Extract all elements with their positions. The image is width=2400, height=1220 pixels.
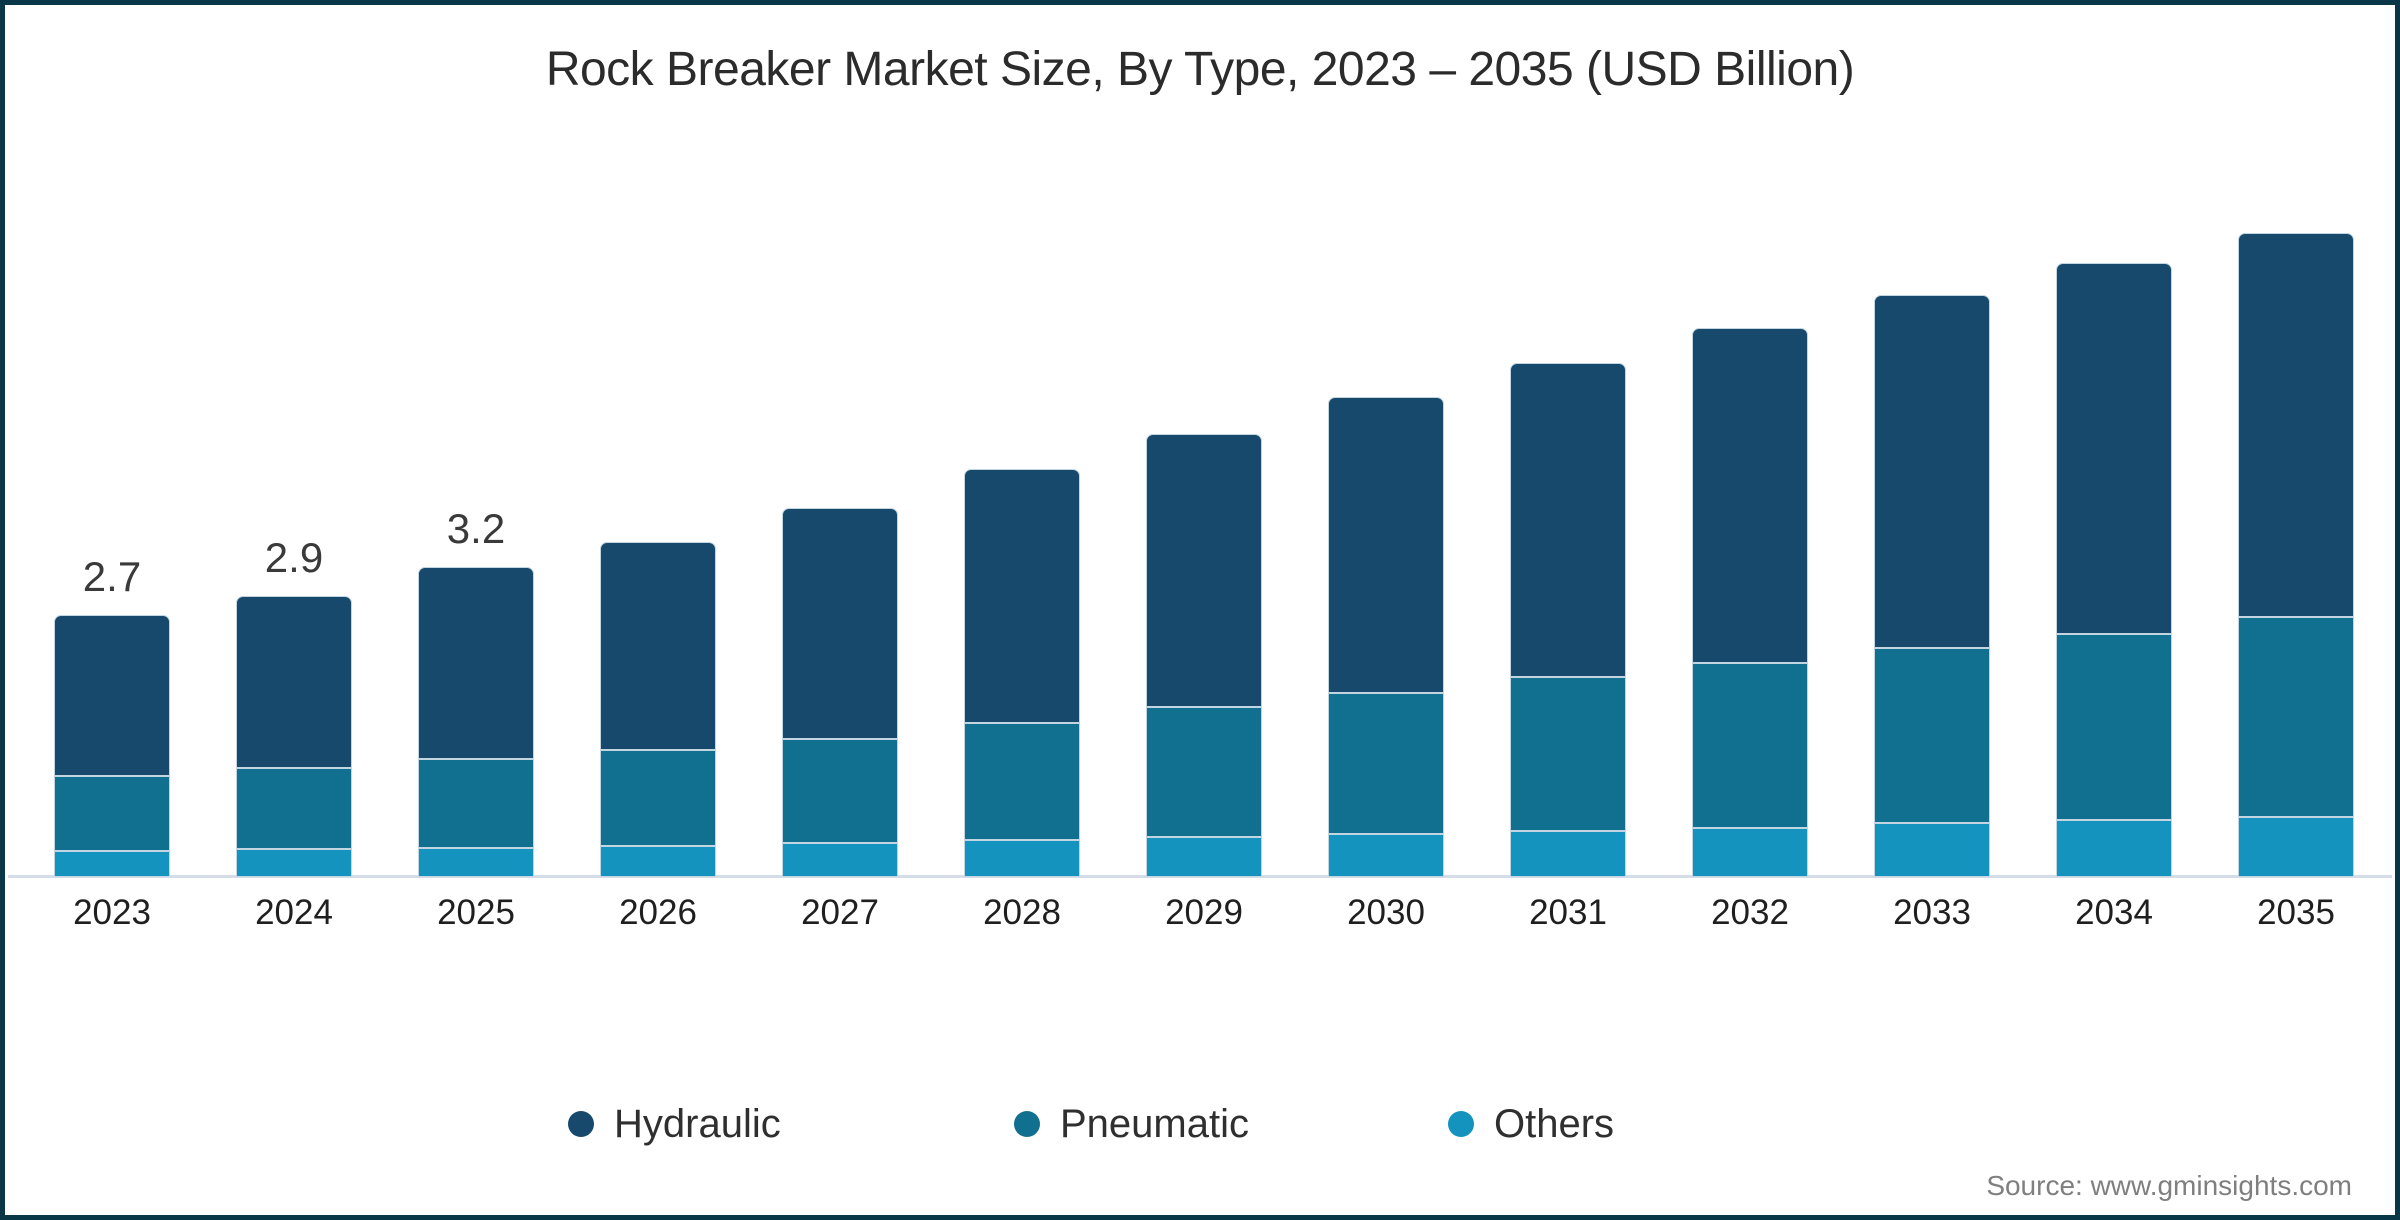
x-axis-label-2025: 2025	[437, 893, 515, 932]
bar-segment-pneumatic-2029[interactable]	[1146, 707, 1262, 838]
bar-group-2027	[782, 508, 898, 877]
bar-segment-others-2031[interactable]	[1510, 831, 1626, 877]
bar-segment-pneumatic-2023[interactable]	[54, 776, 170, 851]
legend-item-hydraulic[interactable]: Hydraulic	[568, 1098, 781, 1150]
bar-segment-others-2024[interactable]	[236, 848, 352, 877]
bar-segment-others-2034[interactable]	[2056, 819, 2172, 877]
bar-segment-pneumatic-2032[interactable]	[1692, 662, 1808, 828]
hydraulic-legend-marker-icon	[568, 1111, 594, 1137]
bar-group-2028	[964, 468, 1080, 877]
bar-group-2032	[1692, 328, 1808, 877]
bar-group-2024	[236, 595, 352, 877]
total-label-2024: 2.9	[264, 533, 324, 581]
bar-segment-hydraulic-2024[interactable]	[236, 595, 352, 769]
bar-segment-hydraulic-2034[interactable]	[2056, 263, 2172, 634]
bar-segment-others-2026[interactable]	[600, 845, 716, 877]
x-axis-label-2032: 2032	[1711, 893, 1789, 932]
bar-segment-others-2030[interactable]	[1328, 834, 1444, 877]
x-axis-label-2031: 2031	[1529, 893, 1607, 932]
pneumatic-legend-marker-icon	[1014, 1111, 1040, 1137]
bar-segment-pneumatic-2028[interactable]	[964, 722, 1080, 841]
bar-segment-pneumatic-2034[interactable]	[2056, 633, 2172, 820]
bar-group-2023	[54, 615, 170, 877]
bar-segment-others-2025[interactable]	[418, 847, 534, 877]
bar-segment-pneumatic-2035[interactable]	[2238, 617, 2354, 817]
bar-group-2034	[2056, 263, 2172, 877]
bar-segment-pneumatic-2033[interactable]	[1874, 648, 1990, 823]
bar-segment-pneumatic-2031[interactable]	[1510, 677, 1626, 832]
bar-group-2031	[1510, 362, 1626, 877]
bar-segment-hydraulic-2026[interactable]	[600, 542, 716, 750]
x-axis-label-2028: 2028	[983, 893, 1061, 932]
bar-segment-hydraulic-2025[interactable]	[418, 566, 534, 759]
bar-group-2030	[1328, 396, 1444, 877]
bar-segment-hydraulic-2029[interactable]	[1146, 433, 1262, 708]
bar-segment-pneumatic-2027[interactable]	[782, 739, 898, 844]
legend-label-others: Others	[1494, 1101, 1615, 1146]
legend: Hydraulic Pneumatic Others	[0, 1098, 2400, 1150]
bar-segment-others-2023[interactable]	[54, 850, 170, 877]
bar-segment-hydraulic-2027[interactable]	[782, 508, 898, 740]
bar-group-2029	[1146, 433, 1262, 877]
bar-segment-others-2032[interactable]	[1692, 827, 1808, 877]
bar-segment-pneumatic-2024[interactable]	[236, 768, 352, 849]
bar-segment-others-2029[interactable]	[1146, 837, 1262, 877]
bar-segment-hydraulic-2030[interactable]	[1328, 396, 1444, 693]
bar-segment-hydraulic-2035[interactable]	[2238, 232, 2354, 618]
legend-label-hydraulic: Hydraulic	[614, 1101, 781, 1146]
bar-segment-hydraulic-2033[interactable]	[1874, 295, 1990, 649]
legend-item-others[interactable]: Others	[1448, 1098, 1614, 1150]
bar-segment-others-2035[interactable]	[2238, 816, 2354, 877]
x-axis-label-2023: 2023	[73, 893, 151, 932]
x-axis-label-2029: 2029	[1165, 893, 1243, 932]
x-axis-label-2034: 2034	[2075, 893, 2153, 932]
x-axis-label-2030: 2030	[1347, 893, 1425, 932]
bar-group-2033	[1874, 295, 1990, 877]
total-label-2025: 3.2	[446, 504, 506, 552]
bar-segment-hydraulic-2031[interactable]	[1510, 362, 1626, 678]
bar-segment-hydraulic-2032[interactable]	[1692, 328, 1808, 663]
x-axis-label-2033: 2033	[1893, 893, 1971, 932]
bar-segment-others-2027[interactable]	[782, 843, 898, 877]
x-axis-label-2024: 2024	[255, 893, 333, 932]
bar-segment-hydraulic-2028[interactable]	[964, 468, 1080, 723]
others-legend-marker-icon	[1448, 1111, 1474, 1137]
bar-segment-pneumatic-2026[interactable]	[600, 749, 716, 846]
bar-segment-pneumatic-2030[interactable]	[1328, 692, 1444, 835]
bar-segment-others-2028[interactable]	[964, 840, 1080, 877]
bar-group-2025	[418, 566, 534, 877]
total-label-2023: 2.7	[82, 553, 142, 601]
x-axis-label-2035: 2035	[2257, 893, 2335, 932]
bar-segment-pneumatic-2025[interactable]	[418, 758, 534, 848]
legend-label-pneumatic: Pneumatic	[1060, 1101, 1249, 1146]
bar-segment-hydraulic-2023[interactable]	[54, 615, 170, 777]
bar-group-2026	[600, 542, 716, 877]
source-note: Source: www.gminsights.com	[1986, 1170, 2352, 1201]
x-axis-label-2026: 2026	[619, 893, 697, 932]
legend-item-pneumatic[interactable]: Pneumatic	[1014, 1098, 1249, 1150]
bar-segment-others-2033[interactable]	[1874, 822, 1990, 877]
x-axis-label-2027: 2027	[801, 893, 879, 932]
bar-group-2035	[2238, 232, 2354, 877]
chart-title: Rock Breaker Market Size, By Type, 2023 …	[545, 43, 1855, 96]
